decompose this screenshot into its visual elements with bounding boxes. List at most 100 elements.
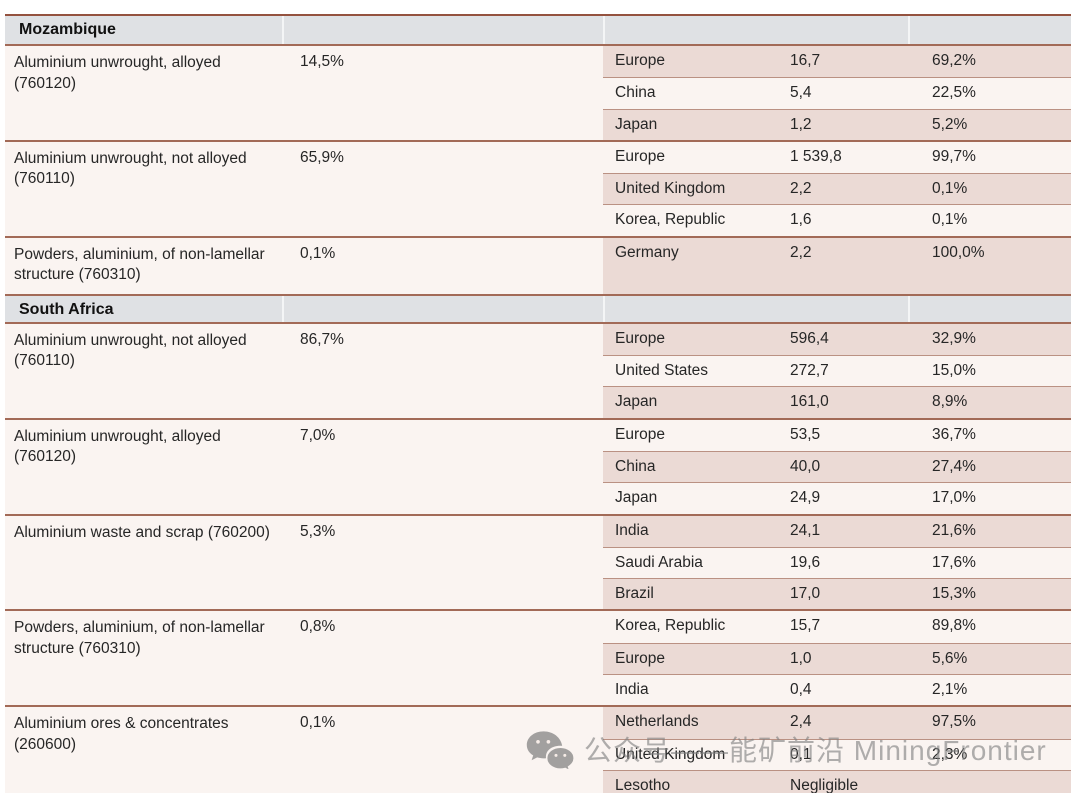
table-row: Aluminium ores & concentrates (260600) 0,… bbox=[5, 705, 1071, 793]
destination-value: 0,4 bbox=[790, 681, 812, 699]
destination-share: 17,6% bbox=[932, 553, 976, 571]
destination-share: 15,3% bbox=[932, 585, 976, 603]
table-row: Powders, aluminium, of non-lamellar stru… bbox=[5, 235, 1071, 294]
destination-country: Europe bbox=[615, 52, 665, 69]
destination-country: Europe bbox=[615, 425, 665, 443]
destination-country: Korea, Republic bbox=[615, 617, 726, 635]
destination-value: 15,7 bbox=[790, 617, 821, 635]
destination-country: China bbox=[615, 84, 656, 102]
destination-row: Europe 53,5 36,7% bbox=[603, 419, 1071, 451]
product-cell: Aluminium unwrought, not alloyed (760110… bbox=[5, 324, 603, 418]
destination-share: 99,7% bbox=[932, 147, 976, 165]
destination-value: 53,5 bbox=[790, 425, 821, 443]
destination-row: China 40,0 27,4% bbox=[603, 450, 1071, 483]
destination-share: 0,1% bbox=[932, 180, 968, 198]
table-row: Aluminium waste and scrap (760200) 5,3% In… bbox=[5, 513, 1071, 610]
header-column-separator bbox=[908, 16, 910, 44]
destination-value: 161,0 bbox=[790, 393, 829, 411]
destination-value: 19,6 bbox=[790, 553, 821, 571]
header-column-separator bbox=[282, 295, 284, 322]
destination-country: United Kingdom bbox=[615, 745, 726, 763]
destination-row: Europe 596,4 32,9% bbox=[603, 323, 1071, 356]
header-column-separator bbox=[282, 16, 284, 44]
product-cell: Aluminium unwrought, not alloyed (760110… bbox=[5, 142, 603, 236]
destinations-cell: Netherlands 2,4 97,5% United Kingdom 0,1 2,3%… bbox=[603, 707, 1071, 793]
header-column-separator bbox=[603, 295, 605, 322]
destination-value: 2,2 bbox=[790, 243, 812, 261]
destination-value: 272,7 bbox=[790, 362, 829, 380]
destination-value: 1,6 bbox=[790, 211, 812, 229]
destination-country: Japan bbox=[615, 393, 658, 411]
destination-country: India bbox=[615, 681, 649, 699]
destination-country: Japan bbox=[615, 489, 658, 507]
section-header: South Africa bbox=[5, 293, 1071, 322]
destination-value: 24,9 bbox=[790, 489, 821, 507]
destination-share: 32,9% bbox=[932, 329, 976, 347]
product-name: Aluminium ores & concentrates (260600) bbox=[14, 715, 229, 753]
destination-value: 1 539,8 bbox=[790, 147, 842, 165]
destination-row: China 5,4 22,5% bbox=[603, 77, 1071, 109]
destination-share: 100,0% bbox=[932, 243, 985, 261]
destination-country: Europe bbox=[615, 147, 665, 165]
destination-share: 5,6% bbox=[932, 649, 968, 667]
product-name: Powders, aluminium, of non-lamellar stru… bbox=[14, 619, 265, 657]
destinations-cell: Europe 1 539,8 99,7% United Kingdom 2,2 0,1% K… bbox=[603, 141, 1071, 236]
product-cell: Aluminium unwrought, alloyed (760120) 7,0… bbox=[5, 420, 603, 514]
destination-value: 1,2 bbox=[790, 115, 812, 133]
product-share: 65,9% bbox=[300, 148, 344, 166]
destination-country: China bbox=[615, 457, 656, 475]
destination-row: United Kingdom 2,2 0,1% bbox=[603, 173, 1071, 205]
header-column-separator bbox=[603, 16, 605, 44]
product-name: Aluminium unwrought, not alloyed (760110… bbox=[14, 331, 247, 370]
table-row: Aluminium unwrought, alloyed (760120) 7,0… bbox=[5, 417, 1071, 514]
destination-country: United States bbox=[615, 362, 709, 380]
destinations-cell: Germany 2,2 100,0% bbox=[603, 237, 1071, 294]
destination-share: 21,6% bbox=[932, 521, 976, 539]
product-share: 7,0% bbox=[300, 426, 336, 444]
destination-country: Lesotho bbox=[615, 776, 671, 793]
product-share: 0,1% bbox=[300, 714, 336, 732]
product-cell: Powders, aluminium, of non-lamellar stru… bbox=[5, 238, 603, 294]
destination-share: 97,5% bbox=[932, 713, 976, 731]
destination-row: Saudi Arabia 19,6 17,6% bbox=[603, 546, 1071, 579]
destination-value: 0,1 bbox=[790, 745, 812, 763]
destination-row: Japan 161,0 8,9% bbox=[603, 386, 1071, 418]
header-column-separator bbox=[908, 295, 910, 322]
destination-country: Europe bbox=[615, 329, 665, 347]
destination-value: 16,7 bbox=[790, 52, 821, 69]
product-cell: Powders, aluminium, of non-lamellar stru… bbox=[5, 611, 603, 705]
product-cell: Aluminium unwrought, alloyed (760120) 14,… bbox=[5, 46, 603, 140]
destination-country: Japan bbox=[615, 115, 658, 133]
product-cell: Aluminium waste and scrap (760200) 5,3% bbox=[5, 516, 603, 610]
destination-row: Brazil 17,0 15,3% bbox=[603, 578, 1071, 610]
product-name: Aluminium waste and scrap (760200) bbox=[14, 523, 270, 541]
destination-value: 17,0 bbox=[790, 585, 821, 603]
destination-country: India bbox=[615, 521, 649, 539]
destination-country: Brazil bbox=[615, 585, 654, 603]
table-row: Powders, aluminium, of non-lamellar stru… bbox=[5, 609, 1071, 706]
product-share: 0,1% bbox=[300, 244, 336, 262]
destination-row: United Kingdom 0,1 2,3% bbox=[603, 738, 1071, 770]
destination-share: 36,7% bbox=[932, 425, 976, 443]
destination-share: 69,2% bbox=[932, 52, 976, 69]
product-share: 5,3% bbox=[300, 522, 336, 540]
destination-row: Germany 2,2 100,0% bbox=[603, 237, 1071, 294]
product-share: 0,8% bbox=[300, 618, 336, 636]
destinations-cell: Europe 53,5 36,7% China 40,0 27,4% Japan 24,9 17… bbox=[603, 419, 1071, 514]
product-share: 14,5% bbox=[300, 53, 344, 70]
destinations-cell: Europe 16,7 69,2% China 5,4 22,5% Japan 1,2 5,2% bbox=[603, 46, 1071, 140]
table-row: Aluminium unwrought, not alloyed (760110… bbox=[5, 321, 1071, 418]
destination-value: 1,0 bbox=[790, 649, 812, 667]
destination-country: Europe bbox=[615, 649, 665, 667]
table-row: Aluminium unwrought, not alloyed (760110… bbox=[5, 139, 1071, 236]
destination-row: United States 272,7 15,0% bbox=[603, 355, 1071, 387]
destination-country: Netherlands bbox=[615, 713, 699, 731]
destination-country: Korea, Republic bbox=[615, 211, 726, 229]
product-name: Aluminium unwrought, not alloyed (760110… bbox=[14, 149, 247, 188]
destination-share: 2,1% bbox=[932, 681, 968, 699]
destination-country: Saudi Arabia bbox=[615, 553, 703, 571]
destination-value: 40,0 bbox=[790, 457, 821, 475]
product-share: 86,7% bbox=[300, 330, 344, 348]
destination-value: 2,2 bbox=[790, 180, 812, 198]
